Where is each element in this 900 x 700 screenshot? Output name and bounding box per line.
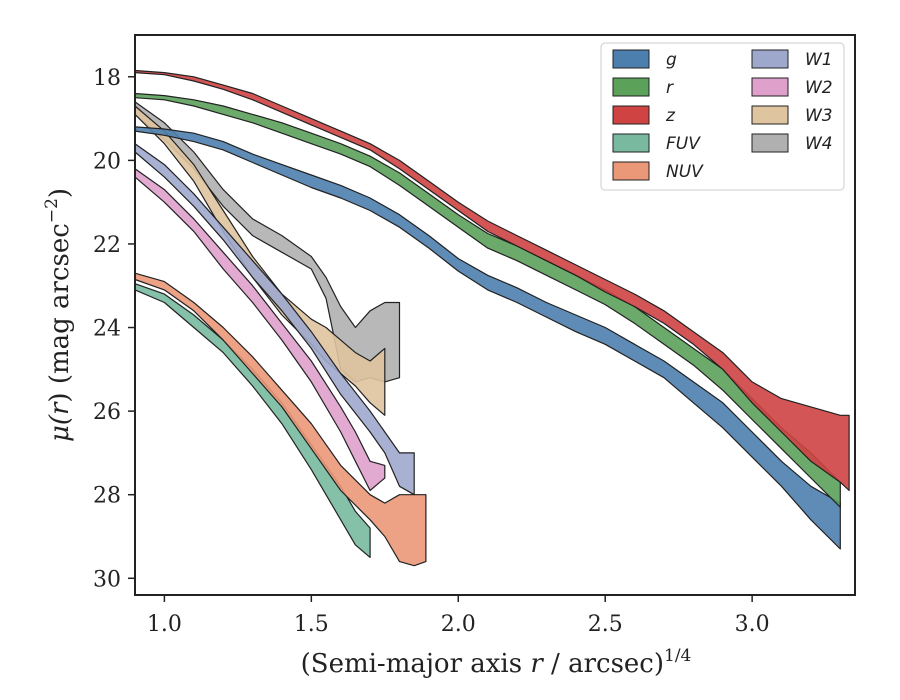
band-z — [134, 69, 850, 492]
legend-label-g: g — [666, 50, 677, 70]
y-axis-ticks: 18 20 22 24 26 28 30 — [93, 66, 135, 592]
band-w2 — [134, 168, 386, 492]
y-tick-label: 18 — [93, 66, 121, 91]
legend-label-fuv: FUV — [666, 134, 701, 154]
x-axis-ticks: 1.0 1.5 2.0 2.5 3.0 — [147, 595, 770, 637]
legend-swatch-w3 — [751, 105, 789, 125]
x-axis-label: (Semi-major axis r / arcsec)1/4 — [301, 646, 692, 679]
x-tick-label: 2.5 — [588, 612, 623, 637]
legend-swatch-w2 — [751, 77, 789, 97]
profile-bands — [134, 69, 850, 567]
band-nuv — [134, 272, 427, 567]
y-tick-label: 28 — [93, 484, 121, 509]
legend-label-w1: W1 — [805, 50, 833, 70]
x-tick-label: 3.0 — [735, 612, 770, 637]
x-tick-label: 1.5 — [294, 612, 329, 637]
band-w4 — [134, 101, 401, 383]
legend-swatch-z — [612, 105, 650, 125]
plot-frame — [134, 34, 856, 596]
y-tick-label: 20 — [93, 149, 121, 174]
legend-swatch-fuv — [612, 133, 650, 153]
y-tick-label: 30 — [93, 567, 121, 592]
legend-label-w2: W2 — [805, 78, 833, 98]
x-tick-label: 1.0 — [147, 612, 182, 637]
band-g — [134, 126, 841, 550]
legend-swatch-g — [612, 49, 650, 69]
legend-swatch-w1 — [751, 49, 789, 69]
y-tick-label: 26 — [93, 400, 121, 425]
legend-label-r: r — [666, 78, 674, 98]
legend-swatch-nuv — [612, 161, 650, 181]
legend-label-w3: W3 — [805, 106, 833, 126]
y-tick-label: 24 — [93, 317, 121, 342]
legend-label-z: z — [665, 106, 676, 126]
legend: grz FUV NUV W1 W2 W3 W4 — [600, 42, 845, 191]
legend-label-nuv: NUV — [666, 162, 704, 182]
legend-swatch-w4 — [751, 133, 789, 153]
y-tick-label: 22 — [93, 233, 121, 258]
legend-label-w4: W4 — [805, 134, 833, 154]
x-tick-label: 2.0 — [441, 612, 476, 637]
band-r — [134, 92, 841, 508]
y-axis-label: μ(r) (mag arcsec−2) — [42, 188, 75, 442]
legend-swatch-r — [612, 77, 650, 97]
